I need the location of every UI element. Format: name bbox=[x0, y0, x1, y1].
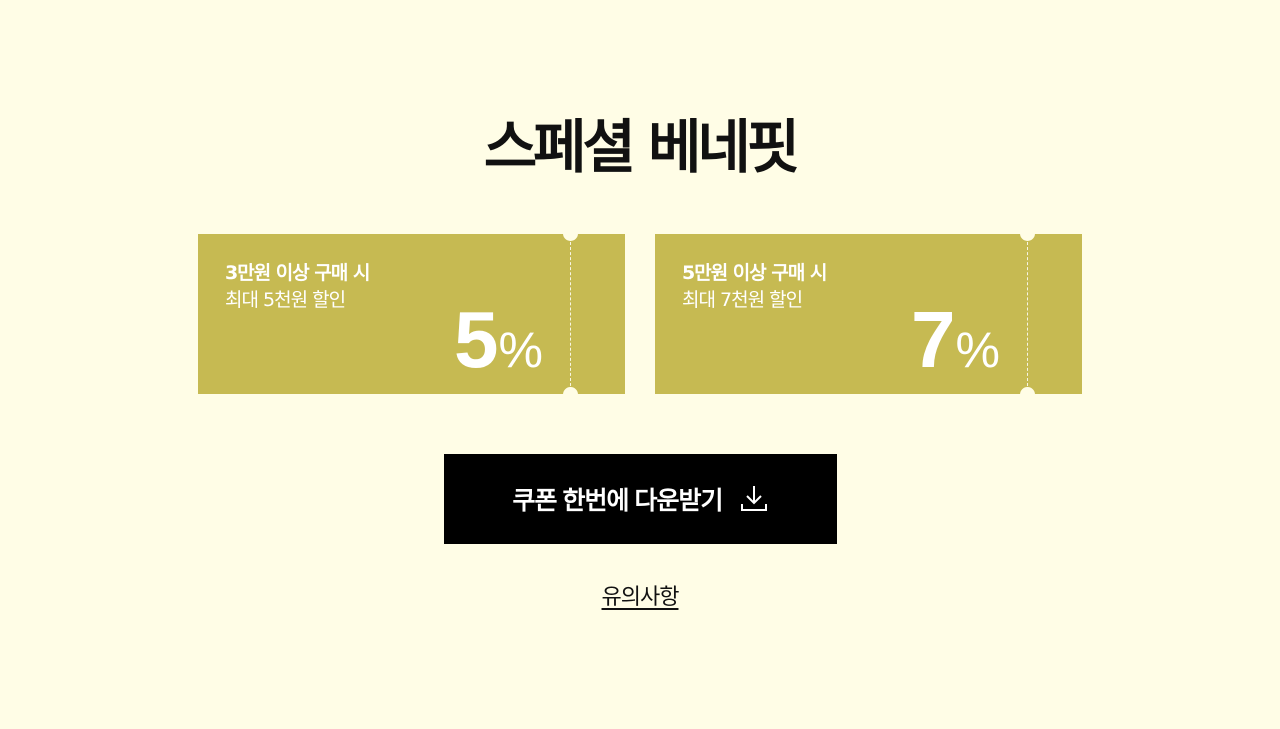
download-button-label: 쿠폰 한번에 다운받기 bbox=[512, 487, 724, 515]
perforation-line bbox=[1027, 242, 1028, 386]
ticket-notch bbox=[563, 226, 578, 241]
section-title: 스페셜 베네핏 bbox=[483, 113, 800, 181]
ticket-notch bbox=[1020, 226, 1035, 241]
coupon-percent: 5% bbox=[454, 300, 543, 403]
download-icon bbox=[740, 484, 768, 515]
coupon-benefit: 최대 7천원 할인 bbox=[682, 289, 803, 311]
percent-value: 5 bbox=[454, 295, 499, 384]
percent-sign: % bbox=[955, 322, 1000, 378]
coupon-condition: 5만원 이상 구매 시 bbox=[682, 262, 827, 284]
ticket-notch bbox=[563, 387, 578, 402]
coupon-percent: 7% bbox=[911, 300, 1000, 403]
coupon-condition: 3만원 이상 구매 시 bbox=[225, 262, 370, 284]
download-all-coupons-button[interactable]: 쿠폰 한번에 다운받기 bbox=[444, 454, 837, 544]
percent-value: 7 bbox=[911, 295, 956, 384]
coupon-benefit: 최대 5천원 할인 bbox=[225, 289, 346, 311]
perforation-line bbox=[570, 242, 571, 386]
percent-sign: % bbox=[498, 322, 543, 378]
coupon-card-5-percent[interactable]: 3만원 이상 구매 시 최대 5천원 할인 5% bbox=[198, 226, 625, 402]
notice-link[interactable]: 유의사항 bbox=[601, 585, 680, 610]
coupon-card-7-percent[interactable]: 5만원 이상 구매 시 최대 7천원 할인 7% bbox=[655, 226, 1082, 402]
ticket-notch bbox=[1020, 387, 1035, 402]
